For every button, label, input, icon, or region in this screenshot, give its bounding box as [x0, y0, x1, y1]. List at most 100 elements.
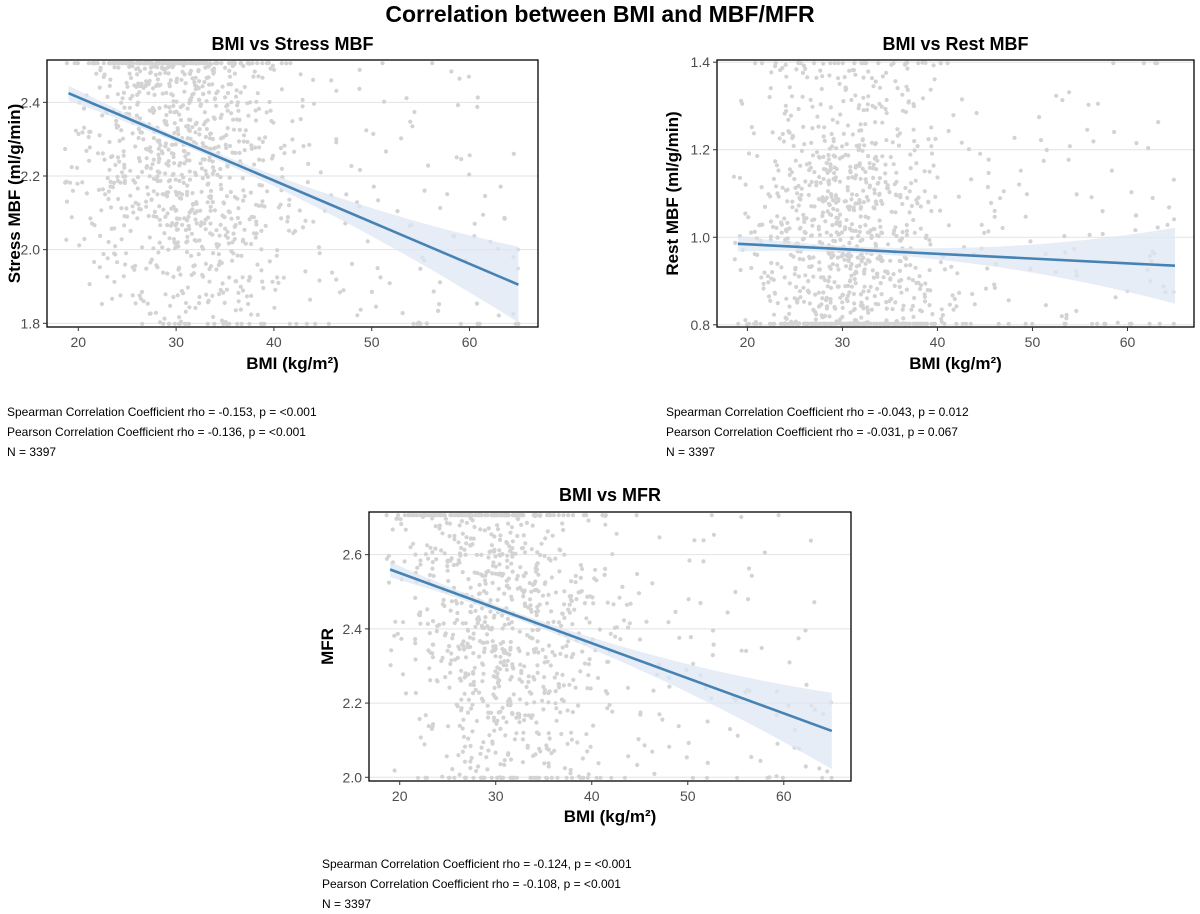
scatter-point	[452, 513, 457, 518]
scatter-point	[558, 548, 563, 553]
scatter-point	[926, 137, 931, 142]
scatter-point	[509, 674, 514, 680]
scatter-point	[841, 131, 846, 136]
scatter-point	[544, 746, 550, 751]
scatter-point	[877, 85, 883, 90]
scatter-point	[447, 534, 452, 539]
scatter-point	[495, 775, 500, 780]
scatter-point	[317, 251, 322, 256]
scatter-point	[290, 119, 295, 124]
scatter-point	[155, 192, 160, 197]
scatter-point	[758, 758, 763, 764]
scatter-point	[519, 513, 524, 518]
scatter-point	[208, 62, 214, 67]
scatter-point	[828, 162, 833, 167]
regression-line	[68, 91, 519, 286]
scatter-point	[912, 139, 917, 144]
scatter-point	[203, 65, 208, 70]
scatter-point	[214, 228, 219, 233]
scatter-point	[197, 79, 202, 84]
scatter-point	[861, 108, 866, 113]
scatter-point	[231, 231, 236, 236]
scatter-point	[904, 287, 910, 292]
scatter-point	[709, 513, 714, 518]
scatter-point	[485, 767, 490, 772]
scatter-point	[761, 286, 766, 291]
scatter-point	[174, 208, 179, 213]
scatter-point	[502, 591, 507, 596]
scatter-point	[111, 180, 117, 185]
scatter-point	[527, 597, 533, 602]
scatter-point	[211, 71, 216, 76]
scatter-point	[123, 262, 128, 267]
scatter-point	[820, 213, 825, 219]
scatter-point	[588, 686, 593, 691]
y-tick-label: 2.0	[21, 242, 41, 258]
scatter-point	[508, 757, 514, 762]
scatter-point	[1134, 141, 1139, 146]
scatter-point	[880, 74, 886, 79]
scatter-point	[865, 102, 871, 107]
scatter-point	[818, 68, 823, 73]
scatter-point	[486, 526, 491, 531]
scatter-point	[807, 183, 812, 188]
scatter-point	[220, 213, 225, 218]
scatter-point	[667, 744, 672, 749]
scatter-point	[739, 98, 744, 103]
scatter-point	[449, 651, 454, 656]
scatter-point	[581, 775, 586, 780]
scatter-point	[924, 321, 930, 326]
scatter-point	[772, 321, 777, 326]
scatter-point	[825, 769, 830, 774]
scatter-point	[188, 117, 193, 123]
scatter-point	[471, 651, 476, 656]
scatter-point	[326, 321, 331, 326]
scatter-point	[498, 533, 503, 538]
scatter-point	[242, 84, 247, 90]
scatter-point	[208, 188, 214, 194]
scatter-point	[96, 187, 102, 192]
scatter-point	[430, 550, 435, 555]
scatter-point	[417, 716, 422, 722]
scatter-point	[215, 89, 220, 94]
scatter-point	[269, 118, 274, 124]
scatter-point	[561, 513, 566, 518]
scatter-point	[862, 143, 867, 148]
scatter-point	[200, 141, 205, 146]
scatter-point	[455, 610, 460, 616]
scatter-point	[576, 774, 582, 779]
scatter-point	[586, 662, 592, 667]
scatter-point	[534, 730, 540, 735]
scatter-point	[774, 774, 779, 779]
scatter-point	[252, 69, 257, 74]
scatter-point	[477, 591, 482, 596]
scatter-point	[140, 169, 145, 175]
scatter-point	[174, 79, 179, 85]
scatter-point	[254, 231, 259, 236]
scatter-point	[502, 513, 507, 518]
scatter-point	[1028, 239, 1033, 244]
scatter-point	[193, 130, 198, 135]
scatter-point	[171, 294, 176, 300]
scatter-point	[116, 124, 121, 129]
scatter-point	[449, 599, 454, 604]
scatter-point	[418, 735, 423, 740]
scatter-point	[638, 710, 643, 715]
scatter-point	[234, 279, 239, 284]
scatter-point	[212, 321, 217, 326]
scatter-point	[521, 590, 526, 595]
scatter-point	[215, 61, 220, 66]
scatter-point	[737, 175, 743, 180]
scatter-point	[260, 199, 265, 204]
scatter-point	[426, 163, 431, 168]
scatter-point	[197, 238, 202, 243]
scatter-point	[1023, 214, 1028, 219]
scatter-point	[182, 89, 187, 94]
scatter-point	[431, 513, 436, 518]
scatter-point	[492, 685, 497, 691]
scatter-point	[915, 201, 920, 206]
scatter-point	[910, 303, 916, 309]
scatter-point	[482, 646, 487, 651]
scatter-point	[460, 570, 465, 575]
scatter-point	[260, 61, 265, 66]
